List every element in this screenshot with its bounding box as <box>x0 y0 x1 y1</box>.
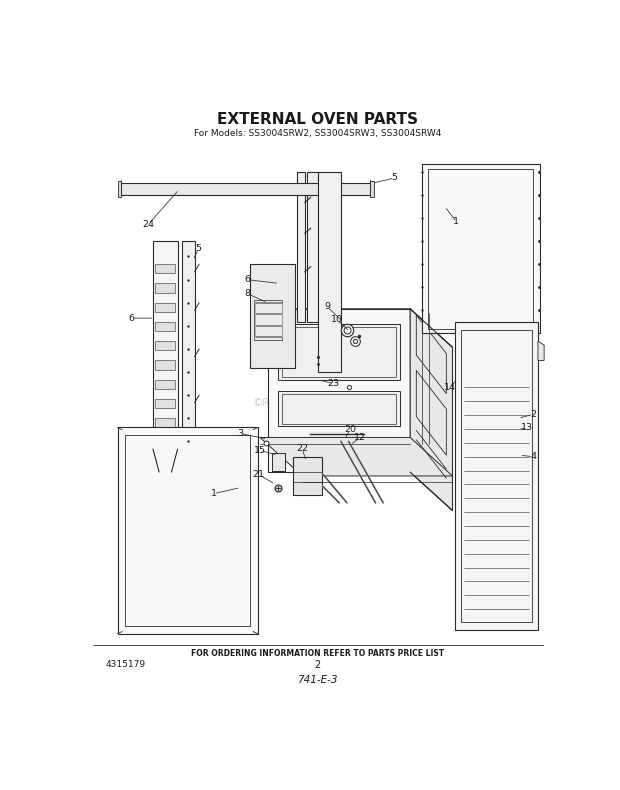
Text: 8: 8 <box>244 289 250 298</box>
Polygon shape <box>155 399 175 408</box>
Text: 9: 9 <box>324 302 330 311</box>
Polygon shape <box>370 181 374 198</box>
Text: 741-E-3: 741-E-3 <box>298 675 338 685</box>
Polygon shape <box>455 322 538 630</box>
Text: 20: 20 <box>344 425 356 435</box>
Polygon shape <box>268 309 410 472</box>
Polygon shape <box>155 322 175 331</box>
Text: 5: 5 <box>195 244 202 254</box>
Text: ©ReplacementParts.com: ©ReplacementParts.com <box>252 398 383 408</box>
Text: 6: 6 <box>128 314 135 322</box>
Text: For Models: SS3004SRW2, SS3004SRW3, SS3004SRW4: For Models: SS3004SRW2, SS3004SRW3, SS30… <box>194 129 441 137</box>
Text: FOR ORDERING INFORMATION REFER TO PARTS PRICE LIST: FOR ORDERING INFORMATION REFER TO PARTS … <box>191 649 445 658</box>
Polygon shape <box>272 453 285 471</box>
Polygon shape <box>278 391 400 426</box>
Polygon shape <box>538 341 544 360</box>
Polygon shape <box>155 303 175 312</box>
Text: 14: 14 <box>444 383 456 392</box>
Polygon shape <box>317 171 341 372</box>
Text: 6: 6 <box>244 275 250 284</box>
Polygon shape <box>278 324 400 380</box>
Text: 23: 23 <box>327 379 339 388</box>
Polygon shape <box>118 427 258 634</box>
Polygon shape <box>250 264 294 368</box>
Text: 21: 21 <box>252 470 265 479</box>
Text: 4315179: 4315179 <box>106 660 146 669</box>
Polygon shape <box>122 183 370 195</box>
Polygon shape <box>155 457 175 466</box>
Polygon shape <box>155 341 175 351</box>
Polygon shape <box>155 360 175 370</box>
Text: 24: 24 <box>143 220 154 228</box>
Polygon shape <box>118 181 122 198</box>
Text: 15: 15 <box>254 446 266 455</box>
Polygon shape <box>268 309 453 348</box>
Polygon shape <box>155 438 175 446</box>
Text: 12: 12 <box>354 433 366 442</box>
Polygon shape <box>155 380 175 389</box>
Text: 3: 3 <box>237 429 244 438</box>
Text: 2: 2 <box>314 660 321 670</box>
Polygon shape <box>260 438 453 476</box>
Text: 10: 10 <box>331 315 343 324</box>
Polygon shape <box>307 171 317 322</box>
Polygon shape <box>153 241 177 472</box>
Text: EXTERNAL OVEN PARTS: EXTERNAL OVEN PARTS <box>217 112 418 127</box>
Text: 4: 4 <box>530 452 536 461</box>
Polygon shape <box>155 418 175 427</box>
Text: 2: 2 <box>530 410 536 419</box>
Text: 1: 1 <box>211 489 217 498</box>
Polygon shape <box>410 309 453 510</box>
Polygon shape <box>422 164 539 333</box>
Text: 5: 5 <box>392 174 398 182</box>
Text: 22: 22 <box>296 445 308 453</box>
Polygon shape <box>155 284 175 292</box>
Polygon shape <box>155 264 175 273</box>
Text: 13: 13 <box>521 423 533 432</box>
Polygon shape <box>293 457 322 495</box>
Polygon shape <box>182 241 195 465</box>
Polygon shape <box>297 171 304 322</box>
Text: 1: 1 <box>453 217 459 227</box>
